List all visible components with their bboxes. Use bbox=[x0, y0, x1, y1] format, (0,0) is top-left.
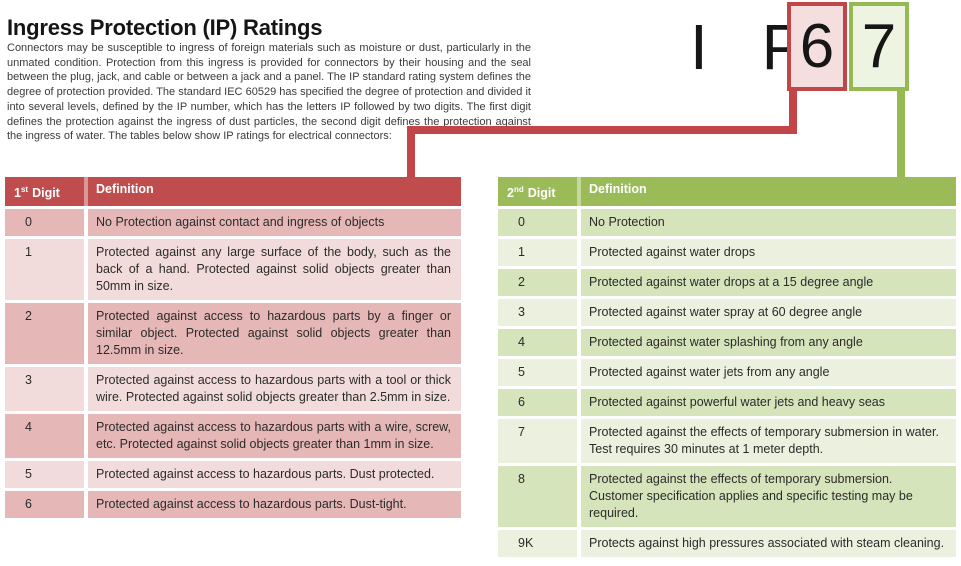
column-divider bbox=[84, 414, 88, 459]
digit-cell: 4 bbox=[498, 329, 577, 357]
digit-cell: 6 bbox=[5, 491, 84, 519]
table-row: 4 Protected against access to hazardous … bbox=[5, 414, 461, 459]
column-divider bbox=[84, 239, 88, 301]
digit-cell: 0 bbox=[5, 209, 84, 237]
first-digit-connector-vertical-bottom bbox=[407, 126, 415, 177]
page-title: Ingress Protection (IP) Ratings bbox=[7, 14, 323, 40]
definition-cell: No Protection bbox=[581, 209, 956, 237]
column-divider bbox=[577, 329, 581, 357]
first-digit-table-header: 1st Digit Definition bbox=[5, 177, 461, 207]
column-divider bbox=[577, 299, 581, 327]
column-divider bbox=[577, 466, 581, 528]
definition-cell: Protects against high pressures associat… bbox=[581, 530, 956, 558]
table-row: 8 Protected against the effects of tempo… bbox=[498, 466, 956, 528]
table-row: 6 Protected against access to hazardous … bbox=[5, 491, 461, 519]
digit-column-header: 2nd Digit bbox=[507, 185, 556, 201]
column-divider bbox=[84, 209, 88, 237]
definition-cell: Protected against water drops bbox=[581, 239, 956, 267]
digit-cell: 8 bbox=[498, 466, 577, 528]
definition-column-header: Definition bbox=[96, 182, 154, 196]
column-divider bbox=[577, 359, 581, 387]
column-divider bbox=[84, 303, 88, 365]
intro-paragraph: Connectors may be susceptible to ingress… bbox=[7, 42, 531, 143]
ip-prefix-text: I P bbox=[690, 10, 823, 83]
table-row: 4 Protected against water splashing from… bbox=[498, 329, 956, 357]
second-digit-box: 7 bbox=[849, 2, 909, 91]
definition-cell: Protected against access to hazardous pa… bbox=[88, 461, 461, 489]
definition-cell: Protected against powerful water jets an… bbox=[581, 389, 956, 417]
column-divider bbox=[577, 530, 581, 558]
digit-cell: 5 bbox=[5, 461, 84, 489]
column-divider bbox=[84, 461, 88, 489]
digit-cell: 6 bbox=[498, 389, 577, 417]
digit-cell: 5 bbox=[498, 359, 577, 387]
definition-cell: Protected against the effects of tempora… bbox=[581, 419, 956, 464]
digit-cell: 3 bbox=[498, 299, 577, 327]
table-row: 1 Protected against any large surface of… bbox=[5, 239, 461, 301]
table-row: 9K Protects against high pressures assoc… bbox=[498, 530, 956, 558]
definition-cell: No Protection against contact and ingres… bbox=[88, 209, 461, 237]
digit-cell: 0 bbox=[498, 209, 577, 237]
definition-cell: Protected against water spray at 60 degr… bbox=[581, 299, 956, 327]
table-row: 5 Protected against water jets from any … bbox=[498, 359, 956, 387]
column-divider bbox=[84, 367, 88, 412]
column-divider bbox=[84, 177, 88, 207]
table-row: 1 Protected against water drops bbox=[498, 239, 956, 267]
definition-cell: Protected against water drops at a 15 de… bbox=[581, 269, 956, 297]
column-divider bbox=[577, 419, 581, 464]
table-row: 0 No Protection against contact and ingr… bbox=[5, 209, 461, 237]
digit-cell: 3 bbox=[5, 367, 84, 412]
first-digit-connector-vertical-top bbox=[789, 90, 797, 134]
column-divider bbox=[577, 269, 581, 297]
definition-column-header: Definition bbox=[589, 182, 647, 196]
table-row: 0 No Protection bbox=[498, 209, 956, 237]
digit-cell: 2 bbox=[5, 303, 84, 365]
table-row: 7 Protected against the effects of tempo… bbox=[498, 419, 956, 464]
digit-cell: 2 bbox=[498, 269, 577, 297]
table-row: 5 Protected against access to hazardous … bbox=[5, 461, 461, 489]
definition-cell: Protected against the effects of tempora… bbox=[581, 466, 956, 528]
digit-column-header: 1st Digit bbox=[14, 185, 60, 201]
column-divider bbox=[577, 389, 581, 417]
definition-cell: Protected against water jets from any an… bbox=[581, 359, 956, 387]
table-row: 3 Protected against access to hazardous … bbox=[5, 367, 461, 412]
digit-cell: 4 bbox=[5, 414, 84, 459]
definition-cell: Protected against water splashing from a… bbox=[581, 329, 956, 357]
digit-cell: 1 bbox=[5, 239, 84, 301]
digit-cell: 7 bbox=[498, 419, 577, 464]
first-digit-box: 6 bbox=[787, 2, 847, 91]
second-digit-table: 2nd Digit Definition 0 No Protection 1 Pr… bbox=[498, 177, 956, 560]
definition-cell: Protected against access to hazardous pa… bbox=[88, 367, 461, 412]
digit-cell: 1 bbox=[498, 239, 577, 267]
table-row: 2 Protected against access to hazardous … bbox=[5, 303, 461, 365]
first-digit-connector-horizontal bbox=[407, 126, 797, 134]
table-row: 2 Protected against water drops at a 15 … bbox=[498, 269, 956, 297]
definition-cell: Protected against any large surface of t… bbox=[88, 239, 461, 301]
definition-cell: Protected against access to hazardous pa… bbox=[88, 414, 461, 459]
column-divider bbox=[577, 209, 581, 237]
table-row: 6 Protected against powerful water jets … bbox=[498, 389, 956, 417]
definition-cell: Protected against access to hazardous pa… bbox=[88, 491, 461, 519]
column-divider bbox=[577, 177, 581, 207]
column-divider bbox=[84, 491, 88, 519]
definition-cell: Protected against access to hazardous pa… bbox=[88, 303, 461, 365]
digit-cell: 9K bbox=[498, 530, 577, 558]
column-divider bbox=[577, 239, 581, 267]
table-row: 3 Protected against water spray at 60 de… bbox=[498, 299, 956, 327]
second-digit-table-header: 2nd Digit Definition bbox=[498, 177, 956, 207]
first-digit-table: 1st Digit Definition 0 No Protection agai… bbox=[5, 177, 461, 521]
second-digit-connector-vertical bbox=[897, 90, 905, 177]
